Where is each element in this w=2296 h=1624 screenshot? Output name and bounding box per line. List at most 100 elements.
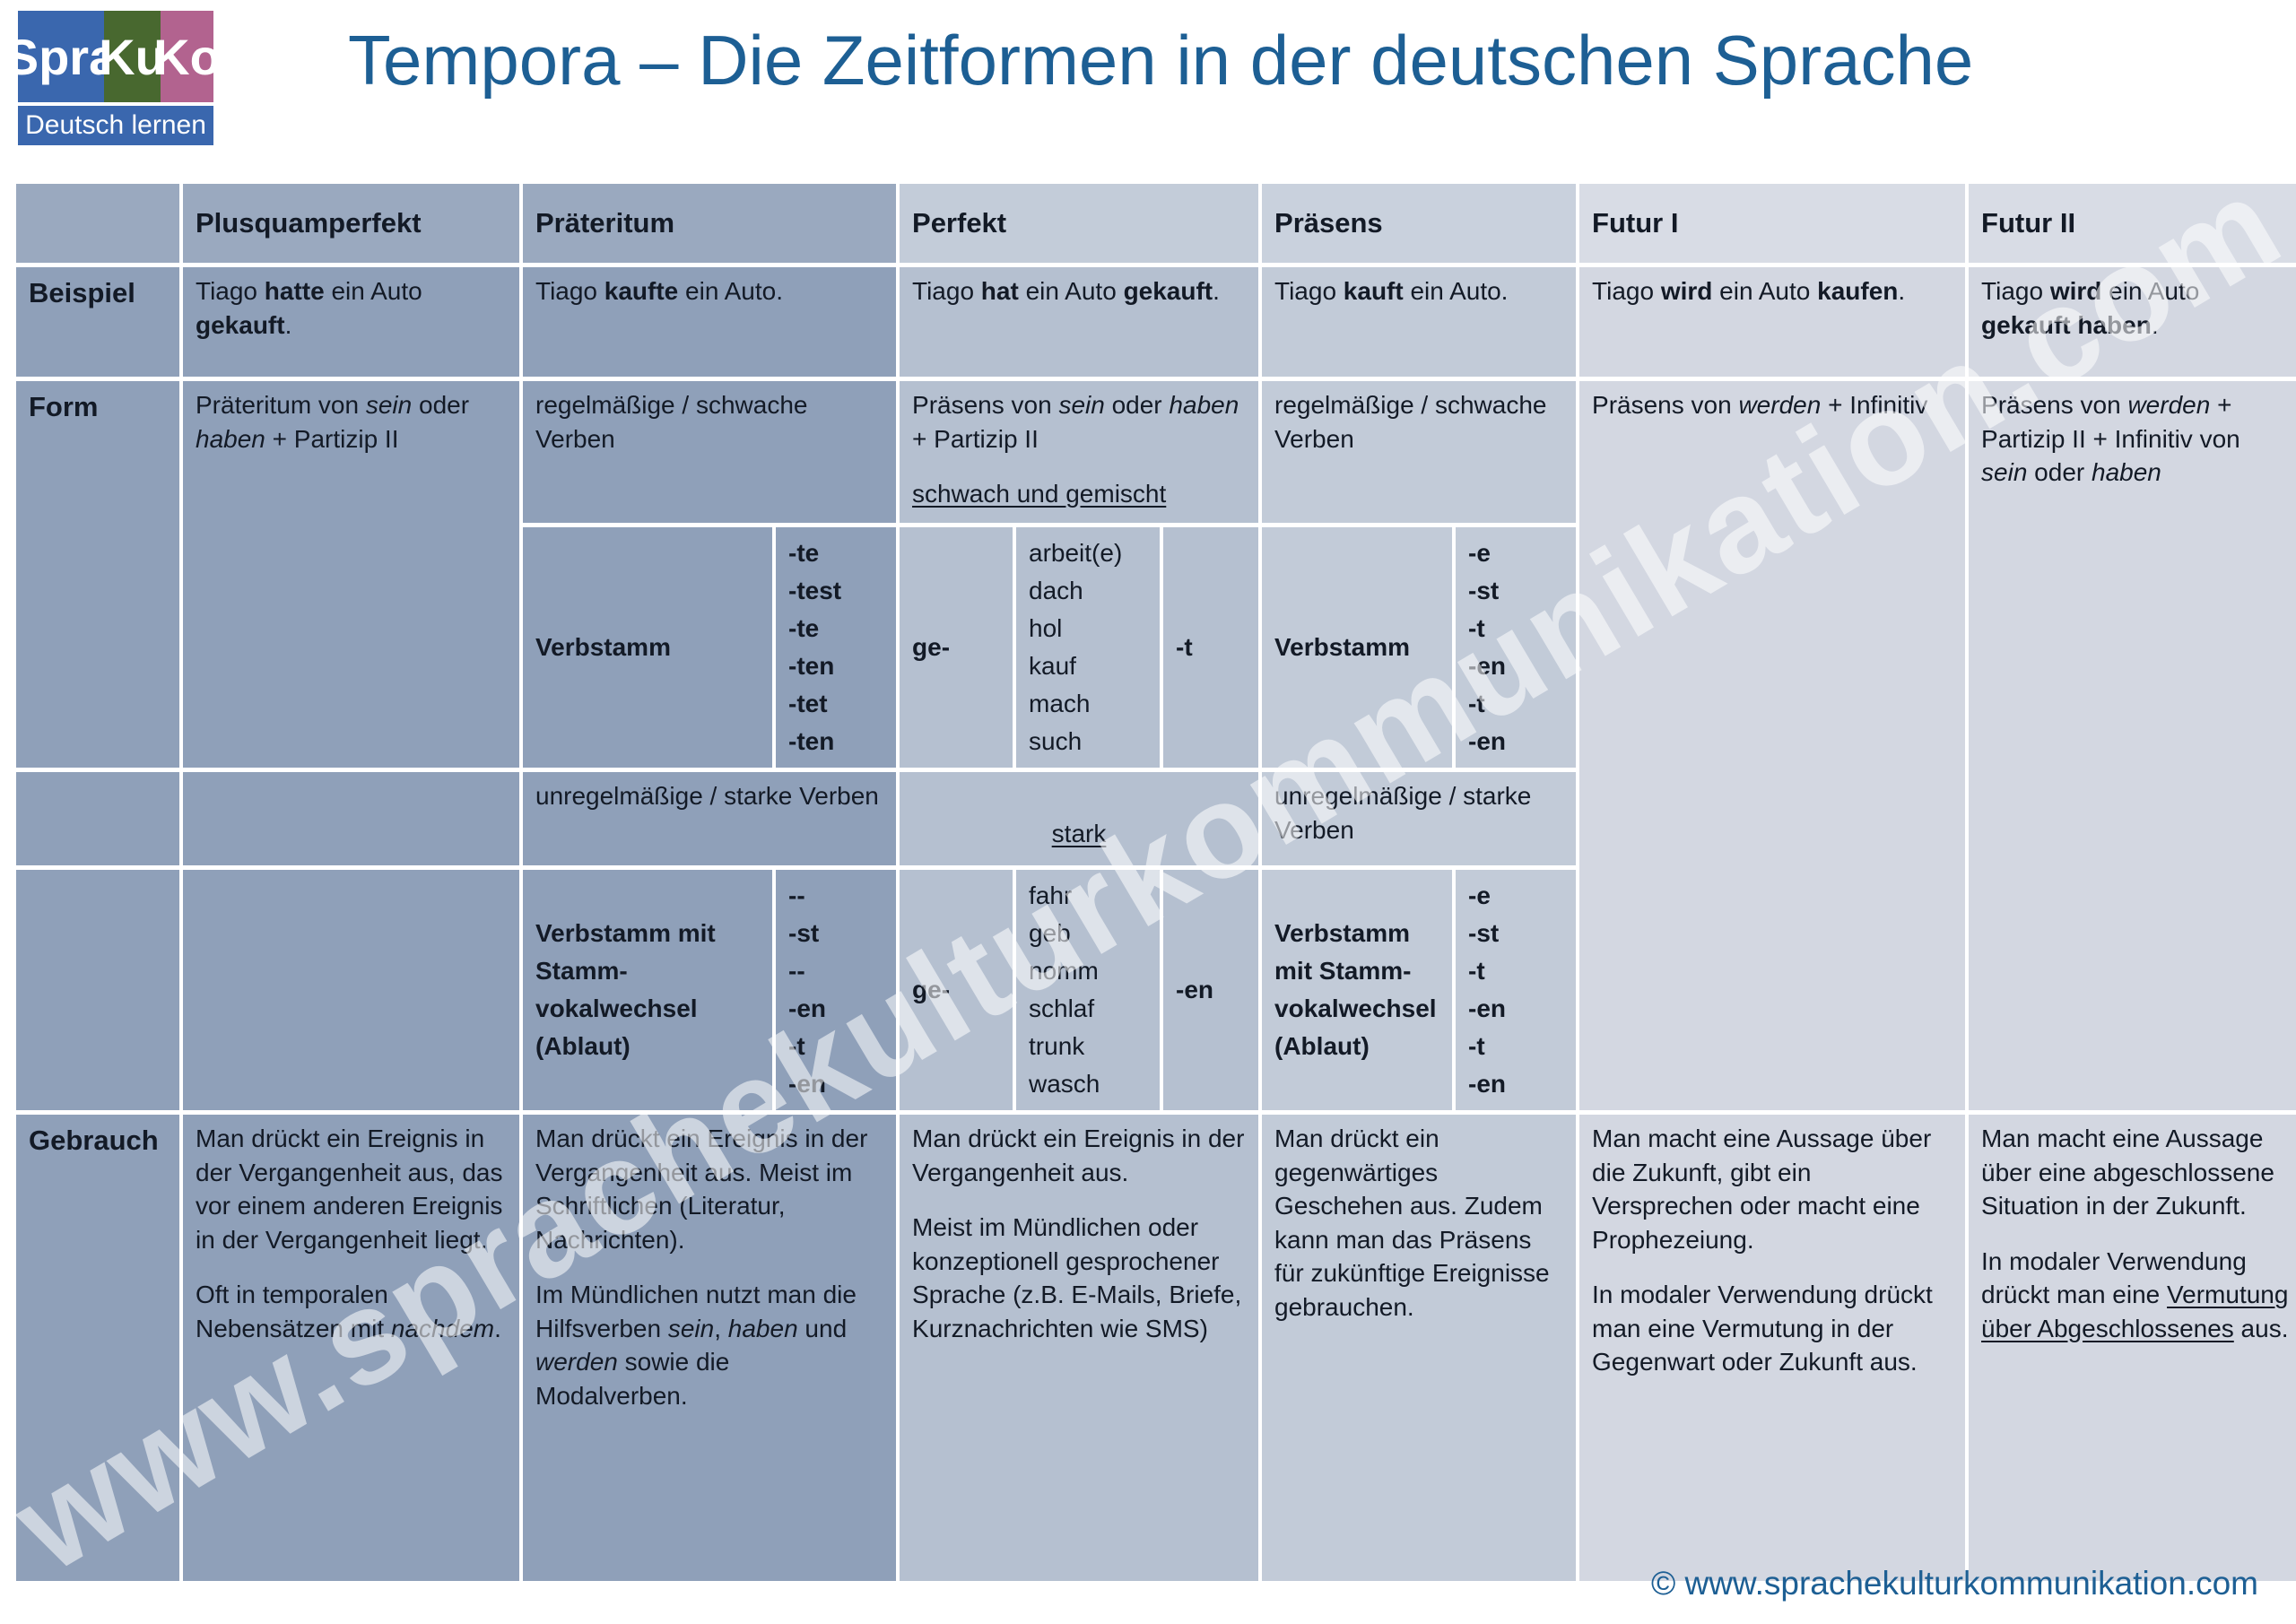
paragraph: unregelmäßige / starke Verben <box>1274 779 1563 847</box>
cell-suffix-perfekt-weak: -t <box>1163 527 1259 768</box>
list-item: -t <box>1468 1032 1485 1060</box>
paragraph: Im Mündlichen nutzt man die Hilfsverben … <box>535 1278 883 1412</box>
cell-stem-label-praeteritum-strong: Verbstamm mit Stamm-vokalwechsel (Ablaut… <box>523 870 772 1110</box>
list-item: -t <box>1468 690 1485 717</box>
text-segment: haben <box>1169 391 1239 419</box>
paragraph: Präsens von sein oder haben + Partizip I… <box>912 388 1246 456</box>
list-item: schlaf <box>1029 994 1095 1022</box>
text-segment: werden <box>2127 391 2211 419</box>
text-segment: Tiago <box>1274 277 1344 305</box>
text-segment: hat <box>980 277 1019 305</box>
text-segment: ein Auto. <box>678 277 784 305</box>
list-item: -te <box>788 614 820 642</box>
cell-beispiel-praesens: Tiago kauft ein Auto. <box>1262 267 1577 377</box>
cell-suffix-perfekt-strong: -en <box>1163 870 1259 1110</box>
cell-stem-label-praeteritum-weak: Verbstamm <box>523 527 772 768</box>
corner-cell <box>16 184 179 263</box>
cell-form-praesens: regelmäßige / schwache Verben <box>1262 381 1577 523</box>
list-item: -st <box>1468 577 1500 604</box>
empty-cell <box>16 870 179 1110</box>
logo-block-ko: Ko <box>153 11 221 102</box>
list-item: nomm <box>1029 957 1099 985</box>
text-segment: Man drückt ein Ereignis in der Vergangen… <box>196 1125 503 1254</box>
paragraph: In modaler Verwendung drückt man eine Ve… <box>1981 1245 2292 1346</box>
cell-gebrauch-perfekt: Man drückt ein Ereignis in der Vergangen… <box>900 1115 1259 1581</box>
sprakuko-logo: Spra Ku Ko Deutsch lernen <box>5 11 221 145</box>
logo-block-spra: Spra <box>5 11 117 102</box>
text-segment: und <box>797 1314 848 1342</box>
list-item: such <box>1029 727 1083 755</box>
list-item: -tet <box>788 690 828 717</box>
list-item: arbeit(e) <box>1029 539 1123 567</box>
row-label-gebrauch: Gebrauch <box>16 1115 179 1581</box>
cell-form-futur1: Präsens von werden + Infinitiv <box>1579 381 1966 1110</box>
text-segment: werden <box>1738 391 1822 419</box>
cell-endings-praeteritum-strong: -- -st -- -en -t -en <box>776 870 897 1110</box>
text-segment: . <box>1898 277 1906 305</box>
paragraph: Man drückt ein Ereignis in der Vergangen… <box>196 1122 507 1256</box>
copyright-link[interactable]: © www.sprachekulturkommunikation.com <box>1650 1565 2258 1602</box>
cell-prefix-perfekt-strong: ge- <box>900 870 1013 1110</box>
text-segment: sowie die Modalverben. <box>535 1348 730 1410</box>
cell-prefix-perfekt-weak: ge- <box>900 527 1013 768</box>
text-segment: unregelmäßige / starke Verben <box>535 782 879 810</box>
paragraph: stark <box>912 817 1246 851</box>
list-item: -t <box>788 1032 805 1060</box>
text-segment: stark <box>1051 820 1107 848</box>
paragraph: Präsens von werden + Infinitiv <box>1592 388 1952 422</box>
text-segment: oder <box>412 391 470 419</box>
logo-block-ku: Ku <box>99 11 166 102</box>
text-segment: . <box>284 310 292 339</box>
logo-subtitle: Deutsch lernen <box>18 106 213 145</box>
text-segment: gekauft haben <box>1981 310 2152 339</box>
cell-gebrauch-plusquamperfekt: Man drückt ein Ereignis in der Vergangen… <box>183 1115 519 1581</box>
list-item: -en <box>1468 727 1507 755</box>
list-item: -te <box>788 539 820 567</box>
text-segment: Im Mündlichen nutzt man die Hilfsverben <box>535 1281 857 1342</box>
text-segment: werden <box>535 1348 618 1376</box>
cell-endings-praeteritum-weak: -te -test -te -ten -tet -ten <box>776 527 897 768</box>
text-segment: gekauft <box>1123 277 1213 305</box>
paragraph: unregelmäßige / starke Verben <box>535 779 883 813</box>
paragraph: Tiago kauft ein Auto. <box>1274 274 1563 308</box>
list-item: mach <box>1029 690 1091 717</box>
cell-endings-praesens-weak: -e -st -t -en -t -en <box>1456 527 1577 768</box>
list-item: -test <box>788 577 842 604</box>
list-item: -e <box>1468 881 1491 909</box>
list-item: -t <box>1468 957 1485 985</box>
col-header-futur1: Futur I <box>1579 184 1966 263</box>
text-segment: nachdem <box>390 1314 495 1342</box>
text-segment: haben <box>2092 458 2161 487</box>
cell-form-plusquamperfekt: Präteritum von sein oder haben + Partizi… <box>183 381 519 768</box>
paragraph: Man drückt ein gegenwärtiges Geschehen a… <box>1274 1122 1563 1324</box>
text-segment: . <box>1213 277 1220 305</box>
text-segment: oder <box>2027 458 2092 487</box>
text-segment: + Partizip II + Infinitiv von <box>1981 391 2240 453</box>
paragraph: Man macht eine Aussage über eine abgesch… <box>1981 1122 2292 1223</box>
text-segment: Präsens von <box>1592 391 1739 419</box>
text-segment: sein <box>365 391 413 419</box>
list-item: wasch <box>1029 1070 1100 1098</box>
cell-beispiel-futur2: Tiago wird ein Auto gekauft haben. <box>1969 267 2296 377</box>
cell-form-futur2: Präsens von werden + Partizip II + Infin… <box>1969 381 2296 1110</box>
list-item: -- <box>788 881 805 909</box>
list-item: -- <box>788 957 805 985</box>
text-segment: Man macht eine Aussage über die Zukunft,… <box>1592 1125 1932 1254</box>
list-item: -t <box>1468 614 1485 642</box>
cell-gebrauch-futur1: Man macht eine Aussage über die Zukunft,… <box>1579 1115 1966 1581</box>
text-segment: kaufen <box>1817 277 1899 305</box>
cell-beispiel-perfekt: Tiago hat ein Auto gekauft. <box>900 267 1259 377</box>
list-item: kauf <box>1029 652 1076 680</box>
row-label-form: Form <box>16 381 179 768</box>
cell-form-praeteritum: regelmäßige / schwache Verben <box>523 381 897 523</box>
cell-gebrauch-praeteritum: Man drückt ein Ereignis in der Vergangen… <box>523 1115 897 1581</box>
list-item: trunk <box>1029 1032 1085 1060</box>
list-item: -st <box>1468 919 1500 947</box>
text-segment: . <box>2151 310 2159 339</box>
paragraph: Oft in temporalen Nebensätzen mit nachde… <box>196 1278 507 1345</box>
cell-beispiel-praeteritum: Tiago kaufte ein Auto. <box>523 267 897 377</box>
paragraph: Man drückt ein Ereignis in der Vergangen… <box>912 1122 1246 1189</box>
text-segment: + Infinitiv <box>1821 391 1928 419</box>
empty-cell <box>183 870 519 1110</box>
paragraph: Tiago hatte ein Auto gekauft. <box>196 274 507 342</box>
